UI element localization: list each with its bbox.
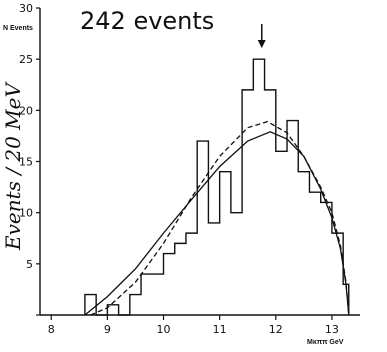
x-tick-label: 12: [269, 323, 283, 336]
fit-curve-solid: [84, 131, 350, 316]
histogram-bar: [332, 233, 343, 315]
fit-curves: [84, 120, 350, 316]
y-axis-label: Events / 20 MeV: [1, 81, 25, 251]
histogram-bar: [298, 172, 309, 315]
x-tick-label: 9: [104, 323, 111, 336]
histogram-bar: [220, 172, 231, 315]
histogram-bar: [253, 59, 264, 315]
x-tick-label: 8: [48, 323, 55, 336]
histogram-bar: [321, 202, 332, 315]
chart-title: 242 events: [80, 7, 214, 35]
y-tick-label: 30: [19, 2, 33, 15]
y-tick-label: 5: [26, 258, 33, 271]
histogram-bar: [164, 254, 175, 315]
x-axis-label: Mκππ GeV: [307, 339, 344, 346]
histogram-bar: [242, 90, 253, 315]
histogram-bar: [141, 274, 152, 315]
histogram-bar: [276, 151, 287, 315]
y-ticks: 5 10 15 20 25 30: [19, 2, 40, 316]
histogram-bar: [208, 223, 219, 315]
histogram-bar: [309, 192, 320, 315]
y-tick-label: 20: [19, 104, 33, 117]
peak-marker: [257, 24, 266, 48]
histogram-bar: [130, 295, 141, 315]
y-tick-label: 15: [19, 156, 33, 169]
histogram-bar: [186, 233, 197, 315]
y-tick-label: 10: [19, 207, 33, 220]
histogram-outline: [84, 58, 350, 316]
x-tick-label: 11: [213, 323, 227, 336]
histogram-bar: [197, 141, 208, 315]
histogram-bar: [152, 274, 163, 315]
histogram-bar: [175, 243, 186, 315]
histogram-bars: [84, 58, 350, 316]
histogram-bar: [265, 90, 276, 315]
arrow-head: [257, 40, 266, 48]
fit-curve-dashed: [90, 120, 350, 316]
histogram-bar: [85, 295, 96, 315]
x-tick-label: 13: [325, 323, 339, 336]
y-corner-label: N Events: [3, 25, 33, 32]
histogram-bar: [231, 213, 242, 315]
x-tick-label: 10: [157, 323, 171, 336]
x-ticks: 8 9 10 11 12 13: [48, 315, 339, 336]
y-tick-label: 25: [19, 53, 33, 66]
